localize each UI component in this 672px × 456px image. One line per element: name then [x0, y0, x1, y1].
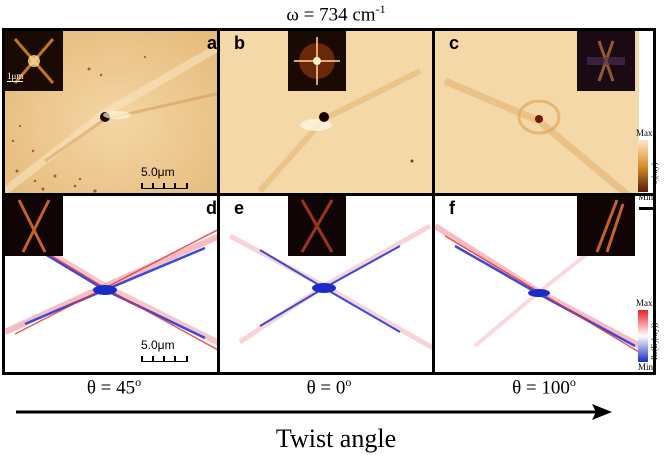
theta-label-45: θ = 45o — [86, 375, 142, 399]
panel-a-inset-scale: 1μm — [7, 71, 24, 82]
panel-b-inset — [288, 31, 346, 91]
panel-c-label: c — [449, 33, 460, 53]
figure-title: ω = 734 cm-1 — [286, 2, 386, 26]
panel-e-inset — [288, 196, 346, 256]
colorbar-top-min: Min. — [638, 192, 656, 202]
twist-angle-label: Twist angle — [275, 424, 397, 453]
panel-a: 1μm a 5.0μm — [2, 28, 226, 210]
panel-d-scalebar: 5.0μm — [141, 338, 191, 362]
theta-label-100: θ = 100o — [512, 375, 576, 399]
panel-d-label: d — [206, 198, 217, 218]
panel-d-scalebar-label: 5.0μm — [141, 338, 175, 352]
panel-d: d 5.0μm — [2, 193, 226, 375]
colorbar-bottom-max: Max. — [636, 298, 655, 308]
colorbar-top-max: Max. — [636, 128, 655, 138]
twist-angle-arrow — [16, 404, 612, 420]
theta-label-0: θ = 0o — [306, 375, 352, 399]
panel-e: e — [217, 193, 441, 375]
panel-c: c — [432, 28, 656, 210]
colorbar-top-label: s₃(x,y) — [650, 162, 659, 184]
colorbar-bottom — [638, 310, 648, 362]
colorbar-bottom-min: Min. — [638, 362, 656, 372]
panel-b-image — [220, 31, 438, 207]
panel-a-scalebar: 5.0μm — [141, 165, 191, 189]
panel-f: f — [432, 193, 656, 375]
colorbar-bottom-label: Re(E₂(x,y)) — [650, 322, 659, 360]
panel-b: b — [217, 28, 441, 210]
panel-a-inset: 1μm — [5, 31, 63, 91]
panel-a-label: a — [206, 33, 217, 53]
panel-a-scalebar-label: 5.0μm — [141, 165, 175, 179]
panel-f-label: f — [449, 198, 455, 218]
panel-f-inset — [577, 196, 635, 256]
panel-c-inset — [577, 31, 635, 91]
panel-b-label: b — [234, 33, 245, 53]
colorbar-top — [638, 140, 648, 192]
panel-e-label: e — [234, 198, 245, 218]
panel-d-inset — [5, 196, 63, 256]
